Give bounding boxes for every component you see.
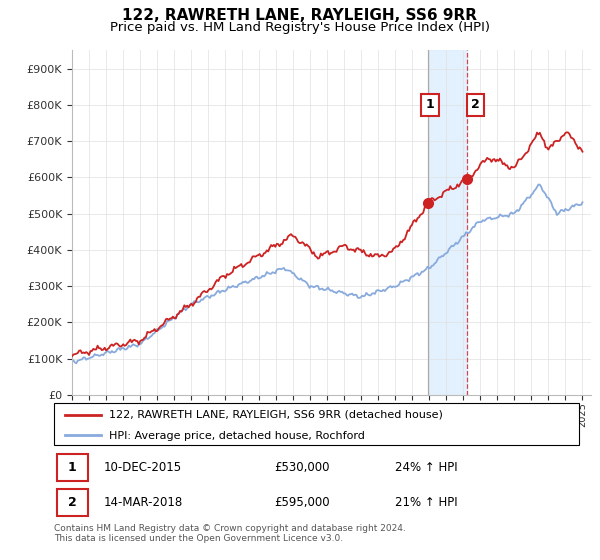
Text: 122, RAWRETH LANE, RAYLEIGH, SS6 9RR: 122, RAWRETH LANE, RAYLEIGH, SS6 9RR — [122, 8, 478, 24]
Text: £595,000: £595,000 — [275, 496, 330, 509]
Text: Contains HM Land Registry data © Crown copyright and database right 2024.
This d: Contains HM Land Registry data © Crown c… — [54, 524, 406, 543]
Text: 14-MAR-2018: 14-MAR-2018 — [104, 496, 183, 509]
Text: 2: 2 — [68, 496, 77, 509]
Text: Price paid vs. HM Land Registry's House Price Index (HPI): Price paid vs. HM Land Registry's House … — [110, 21, 490, 34]
Text: 10-DEC-2015: 10-DEC-2015 — [104, 461, 182, 474]
Text: 21% ↑ HPI: 21% ↑ HPI — [395, 496, 458, 509]
Text: 2: 2 — [471, 98, 480, 111]
Text: £530,000: £530,000 — [275, 461, 330, 474]
FancyBboxPatch shape — [56, 489, 88, 516]
Text: HPI: Average price, detached house, Rochford: HPI: Average price, detached house, Roch… — [109, 431, 365, 441]
FancyBboxPatch shape — [56, 454, 88, 481]
Text: 1: 1 — [68, 461, 77, 474]
Bar — [428, 50, 467, 395]
Text: 1: 1 — [425, 98, 434, 111]
Text: 122, RAWRETH LANE, RAYLEIGH, SS6 9RR (detached house): 122, RAWRETH LANE, RAYLEIGH, SS6 9RR (de… — [109, 410, 443, 420]
Text: 24% ↑ HPI: 24% ↑ HPI — [395, 461, 458, 474]
